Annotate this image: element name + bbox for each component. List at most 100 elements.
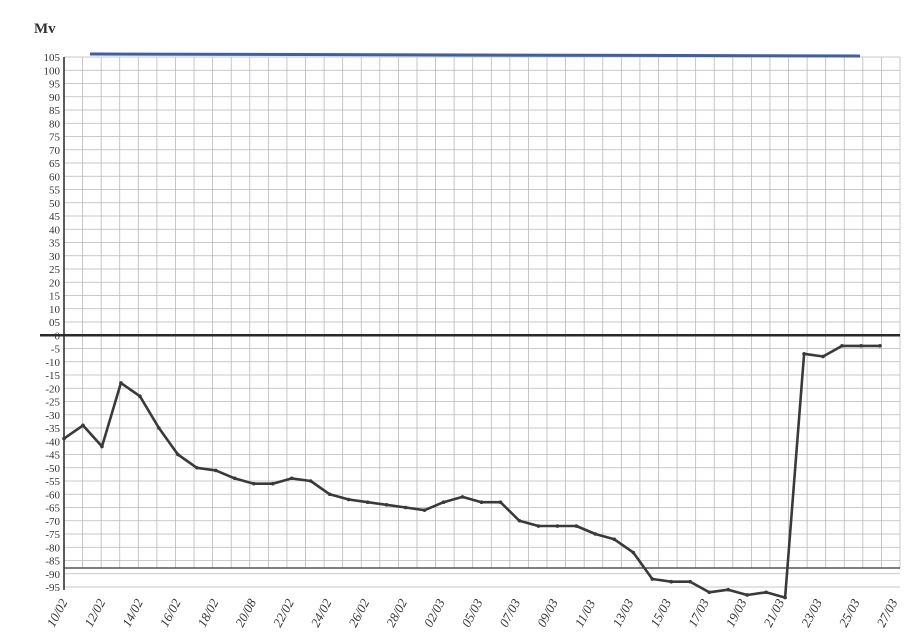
data-point [536, 524, 541, 528]
data-point [726, 587, 730, 592]
axis-layer [40, 52, 900, 590]
data-point [251, 481, 256, 486]
data-point [669, 579, 674, 584]
x-tick-label: 23/03 [798, 596, 825, 630]
x-tick-label: 25/03 [836, 596, 863, 630]
x-tick-label: 18/02 [194, 596, 221, 630]
y-tick-label: 35 [49, 238, 61, 250]
data-point [460, 495, 465, 499]
data-point [479, 500, 484, 505]
data-point [612, 537, 617, 542]
x-tick-label: 12/02 [81, 596, 108, 630]
y-tick-label: 05 [49, 317, 61, 329]
y-tick-label: 85 [49, 105, 61, 117]
y-tick-label: 100 [44, 65, 61, 77]
y-tick-label: -95 [45, 582, 60, 594]
y-tick-label: 30 [49, 251, 61, 263]
y-tick-label: 25 [49, 264, 61, 276]
x-tick-label: 28/02 [383, 596, 410, 630]
y-tick-label: -35 [45, 423, 60, 435]
y-tick-label: 10 [49, 304, 61, 316]
data-point [384, 503, 389, 507]
y-tick-label: -25 [45, 397, 60, 409]
data-point [214, 468, 218, 473]
y-tick-label: -5 [51, 344, 61, 356]
y-tick-label: 15 [49, 291, 61, 303]
y-tick-label: -50 [45, 463, 60, 475]
x-tick-label: 17/03 [685, 596, 712, 630]
x-tick-label: 02/03 [421, 596, 448, 630]
y-tick-label: 45 [49, 211, 61, 223]
x-tick-label: 19/03 [722, 596, 749, 630]
data-point [195, 465, 199, 470]
data-point [119, 381, 123, 385]
y-tick-label: -40 [45, 436, 60, 448]
y-tick-label: -45 [45, 450, 60, 462]
data-point [650, 577, 655, 581]
data-point [688, 579, 693, 584]
data-point [517, 518, 522, 523]
x-tick-label: 10/02 [43, 596, 70, 630]
x-tick-label: 21/03 [760, 596, 787, 630]
data-point [100, 444, 104, 449]
data-point [270, 481, 275, 486]
y-tick-label: 75 [49, 132, 61, 144]
data-point [821, 354, 825, 359]
data-point [365, 500, 370, 505]
data-point [327, 492, 332, 497]
data-point [308, 479, 313, 483]
x-tick-label: 26/02 [345, 596, 372, 630]
y-axis-label: Mv [34, 21, 56, 37]
grid-layer [63, 56, 901, 588]
y-tick-label: -75 [45, 529, 60, 541]
data-point [593, 532, 598, 536]
x-tick-label: 13/03 [609, 596, 636, 630]
data-point [346, 497, 351, 502]
data-point [498, 500, 503, 505]
y-tick-label: 40 [49, 224, 61, 236]
data-point [745, 593, 749, 597]
y-tick-label: -30 [45, 410, 60, 422]
x-tick-label: 05/03 [458, 596, 485, 630]
y-tick-label: 60 [49, 171, 61, 183]
x-tick-label: 14/02 [119, 596, 146, 630]
data-point [403, 505, 408, 510]
y-tick-label: 20 [49, 277, 61, 289]
tick-layer: 1051009590858075706560555045403530252015… [43, 52, 900, 629]
x-tick-label: 20/08 [232, 596, 259, 630]
data-point [783, 595, 787, 600]
x-tick-label: 24/02 [307, 596, 334, 630]
y-tick-label: 90 [49, 92, 61, 104]
data-point [232, 476, 237, 481]
data-point [441, 500, 446, 505]
y-tick-label: -10 [45, 357, 60, 369]
data-point [707, 590, 712, 595]
data-point [62, 436, 66, 441]
y-tick-label: -90 [45, 569, 60, 581]
data-point [859, 344, 863, 348]
series-layer [62, 344, 882, 600]
x-tick-label: 09/03 [534, 596, 561, 630]
x-tick-label: 15/03 [647, 596, 674, 630]
series-line [62, 344, 882, 599]
y-tick-label: 105 [44, 52, 61, 64]
data-point [81, 423, 85, 428]
data-point [764, 590, 768, 595]
data-point [422, 508, 427, 512]
y-tick-label: -55 [45, 476, 60, 488]
x-tick-label: 11/03 [572, 597, 599, 630]
data-point [574, 524, 579, 528]
y-tick-label: -60 [45, 489, 60, 501]
x-tick-label: 27/03 [873, 596, 900, 630]
y-tick-label: 70 [49, 145, 61, 157]
x-tick-label: 22/02 [270, 596, 297, 630]
y-tick-label: 80 [49, 118, 61, 130]
y-tick-label: 50 [49, 198, 61, 210]
data-point [631, 550, 636, 555]
y-tick-label: 95 [49, 79, 61, 91]
data-point [802, 352, 806, 356]
x-tick-label: 07/03 [496, 596, 523, 630]
data-point [176, 452, 180, 457]
y-tick-label: -65 [45, 503, 60, 515]
